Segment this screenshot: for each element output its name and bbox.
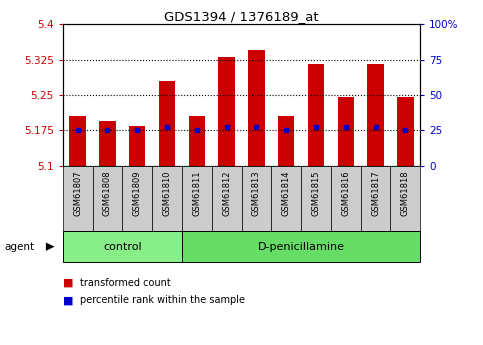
Text: GSM61807: GSM61807	[73, 171, 82, 216]
FancyBboxPatch shape	[331, 166, 361, 231]
Bar	[278, 116, 294, 166]
FancyBboxPatch shape	[63, 166, 93, 231]
Title: GDS1394 / 1376189_at: GDS1394 / 1376189_at	[164, 10, 319, 23]
FancyBboxPatch shape	[63, 231, 182, 262]
Text: GSM61814: GSM61814	[282, 171, 291, 216]
FancyBboxPatch shape	[212, 166, 242, 231]
Text: GSM61808: GSM61808	[103, 171, 112, 216]
Bar	[218, 57, 235, 166]
Text: ■: ■	[63, 295, 73, 305]
Bar	[159, 81, 175, 166]
Text: GSM61817: GSM61817	[371, 171, 380, 216]
Text: GSM61809: GSM61809	[133, 171, 142, 216]
Text: GSM61815: GSM61815	[312, 171, 320, 216]
FancyBboxPatch shape	[152, 166, 182, 231]
Text: D-penicillamine: D-penicillamine	[257, 242, 344, 252]
FancyBboxPatch shape	[301, 166, 331, 231]
FancyBboxPatch shape	[182, 166, 212, 231]
FancyBboxPatch shape	[361, 166, 390, 231]
FancyBboxPatch shape	[122, 166, 152, 231]
Bar	[397, 97, 413, 166]
FancyBboxPatch shape	[242, 166, 271, 231]
Bar	[129, 126, 145, 166]
Text: control: control	[103, 242, 142, 252]
Text: GSM61813: GSM61813	[252, 171, 261, 216]
FancyBboxPatch shape	[93, 166, 122, 231]
Text: percentile rank within the sample: percentile rank within the sample	[80, 295, 245, 305]
Bar	[70, 116, 86, 166]
Text: GSM61812: GSM61812	[222, 171, 231, 216]
Text: GSM61810: GSM61810	[163, 171, 171, 216]
Text: GSM61818: GSM61818	[401, 171, 410, 216]
Text: ■: ■	[63, 278, 73, 288]
Bar	[368, 64, 384, 166]
Bar	[308, 64, 324, 166]
Text: agent: agent	[5, 242, 35, 252]
FancyBboxPatch shape	[271, 166, 301, 231]
Bar	[338, 97, 354, 166]
Text: GSM61811: GSM61811	[192, 171, 201, 216]
Bar	[99, 121, 115, 166]
Bar	[248, 50, 265, 166]
FancyBboxPatch shape	[390, 166, 420, 231]
Text: GSM61816: GSM61816	[341, 171, 350, 216]
FancyBboxPatch shape	[182, 231, 420, 262]
Bar	[189, 116, 205, 166]
Text: transformed count: transformed count	[80, 278, 170, 288]
